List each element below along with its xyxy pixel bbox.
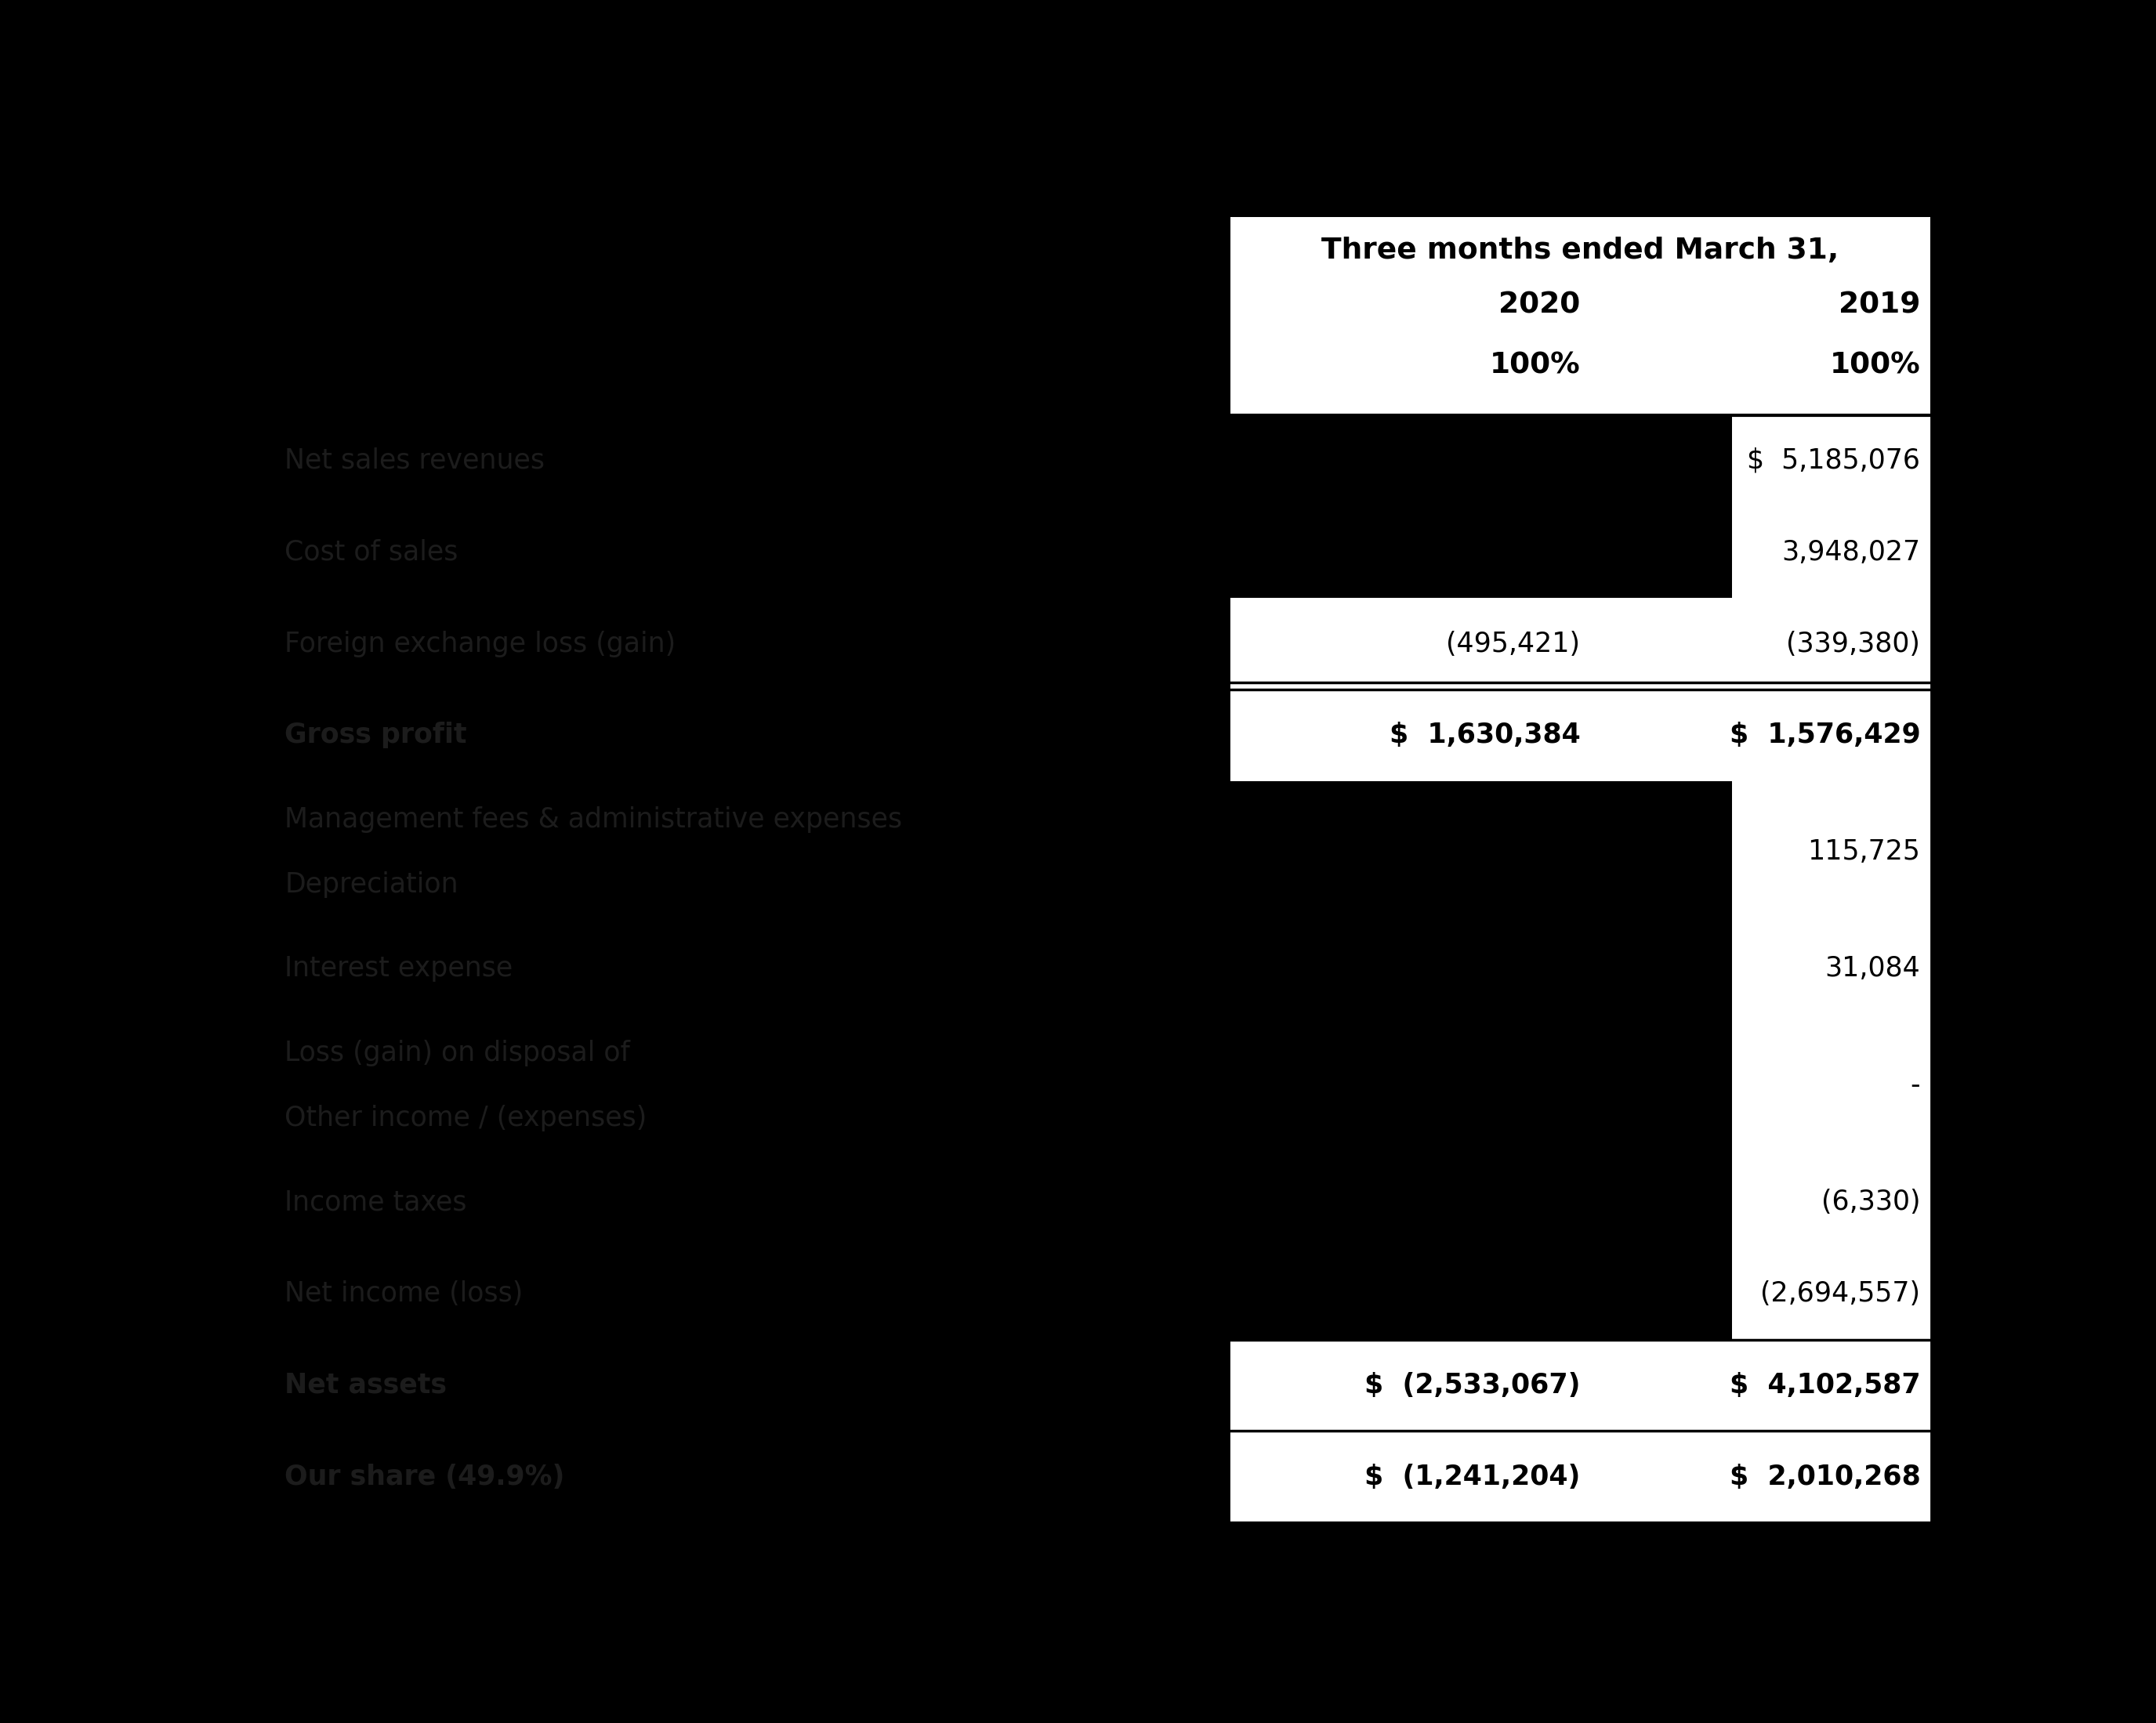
Text: Management fees & administrative expenses: Management fees & administrative expense…	[285, 806, 903, 832]
Text: 115,725: 115,725	[1807, 839, 1921, 865]
Bar	[1731, 781, 1932, 924]
Text: $  (2,533,067): $ (2,533,067)	[1365, 1372, 1580, 1399]
Text: 3,948,027: 3,948,027	[1781, 539, 1921, 565]
Text: (339,380): (339,380)	[1787, 631, 1921, 656]
Text: Loss (gain) on disposal of: Loss (gain) on disposal of	[285, 1039, 630, 1067]
Bar	[1229, 598, 1731, 689]
Bar	[1731, 689, 1932, 781]
Bar	[1731, 1247, 1932, 1339]
Text: $  (1,241,204): $ (1,241,204)	[1365, 1463, 1580, 1490]
Text: Three months ended March 31,: Three months ended March 31,	[1322, 238, 1839, 265]
Text: Income taxes: Income taxes	[285, 1189, 468, 1215]
Text: Cost of sales: Cost of sales	[285, 539, 459, 565]
Text: 2020: 2020	[1498, 291, 1580, 319]
Bar	[1731, 924, 1932, 1015]
Text: Net income (loss): Net income (loss)	[285, 1280, 524, 1308]
Text: Gross profit: Gross profit	[285, 722, 468, 748]
Text: Our share (49.9%): Our share (49.9%)	[285, 1463, 565, 1490]
Text: Net assets: Net assets	[285, 1372, 446, 1399]
Text: $  2,010,268: $ 2,010,268	[1729, 1463, 1921, 1490]
Text: (495,421): (495,421)	[1447, 631, 1580, 656]
Text: $  1,576,429: $ 1,576,429	[1729, 722, 1921, 748]
Text: (6,330): (6,330)	[1822, 1189, 1921, 1215]
Text: 100%: 100%	[1490, 351, 1580, 379]
Text: Other income / (expenses): Other income / (expenses)	[285, 1104, 647, 1132]
Bar	[1731, 598, 1932, 689]
Text: 100%: 100%	[1830, 351, 1921, 379]
Text: $  5,185,076: $ 5,185,076	[1746, 448, 1921, 474]
Text: Foreign exchange loss (gain): Foreign exchange loss (gain)	[285, 631, 675, 656]
Bar	[1731, 415, 1932, 507]
Bar	[1731, 507, 1932, 598]
Text: $  1,630,384: $ 1,630,384	[1388, 722, 1580, 748]
Text: -: -	[1910, 1072, 1921, 1099]
Text: Net sales revenues: Net sales revenues	[285, 448, 545, 474]
Bar	[1731, 1339, 1932, 1432]
Bar	[1229, 215, 1932, 415]
Bar	[1229, 689, 1731, 781]
Text: Depreciation: Depreciation	[285, 872, 459, 898]
Bar	[1229, 1339, 1731, 1432]
Bar	[1731, 1015, 1932, 1156]
Text: $  4,102,587: $ 4,102,587	[1729, 1372, 1921, 1399]
Text: Interest expense: Interest expense	[285, 956, 513, 982]
Bar	[1731, 1156, 1932, 1247]
Text: (2,694,557): (2,694,557)	[1761, 1280, 1921, 1308]
Text: 31,084: 31,084	[1824, 956, 1921, 982]
Bar	[1229, 1432, 1731, 1523]
Text: 2019: 2019	[1839, 291, 1921, 319]
Bar	[1731, 1432, 1932, 1523]
